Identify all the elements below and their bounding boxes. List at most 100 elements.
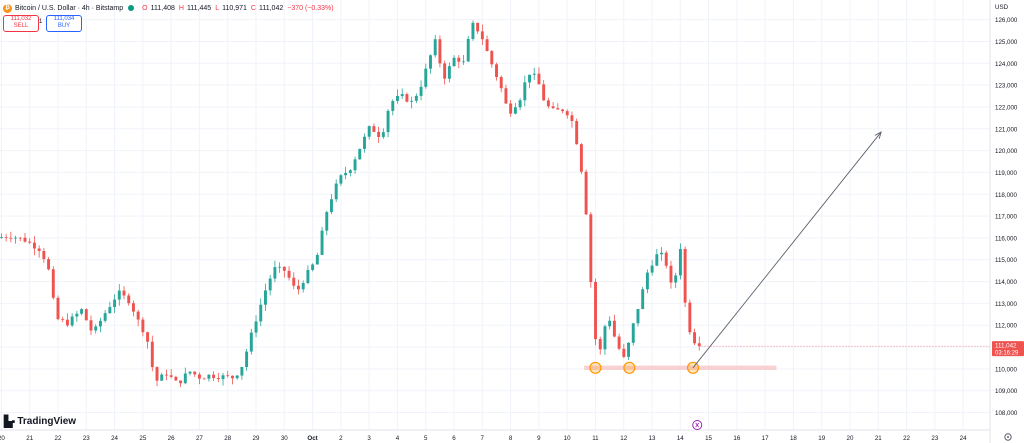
dividend-marker-icon[interactable] bbox=[692, 420, 703, 430]
projection-arrow-line bbox=[692, 131, 882, 369]
candle-body bbox=[532, 73, 536, 75]
x-tick-label: 24 bbox=[111, 435, 118, 442]
gear-icon bbox=[1004, 433, 1012, 441]
candle-body bbox=[282, 266, 286, 271]
candle-body bbox=[160, 374, 164, 381]
candle-body bbox=[669, 265, 673, 283]
candle-body bbox=[410, 100, 414, 102]
x-tick-label: 23 bbox=[931, 435, 938, 442]
candle-body bbox=[240, 367, 244, 376]
candle-body bbox=[330, 199, 333, 213]
candle-body bbox=[98, 320, 102, 327]
candle-body bbox=[631, 323, 635, 343]
x-tick-label: 2 bbox=[339, 435, 343, 442]
candle-body bbox=[80, 309, 84, 314]
y-tick-label: 124,000 bbox=[995, 61, 1018, 68]
candle-body bbox=[14, 237, 18, 239]
market-status-icon bbox=[128, 5, 135, 11]
x-tick-label: 9 bbox=[537, 435, 541, 442]
gear-icon-hub bbox=[1007, 436, 1009, 438]
y-tick-label: 120,000 bbox=[995, 148, 1018, 155]
candle-body bbox=[598, 339, 602, 350]
candle-body bbox=[18, 237, 22, 239]
candle-body bbox=[174, 376, 178, 381]
candle-body bbox=[207, 374, 211, 379]
candle-body bbox=[697, 343, 701, 347]
candle-body bbox=[103, 313, 107, 321]
candle-body bbox=[367, 126, 371, 137]
x-tick-label: 10 bbox=[564, 435, 571, 442]
x-tick-label: Oct bbox=[307, 435, 317, 442]
candle-body bbox=[509, 103, 513, 114]
x-tick-label: 22 bbox=[903, 435, 910, 442]
candle-body bbox=[301, 283, 305, 290]
y-tick-label: 125,000 bbox=[995, 39, 1018, 46]
candle-body bbox=[183, 373, 187, 384]
candle-body bbox=[433, 39, 437, 56]
x-tick-label: 26 bbox=[168, 435, 175, 442]
x-tick-label: 27 bbox=[196, 435, 203, 442]
candle-body bbox=[678, 248, 682, 276]
candle-body bbox=[513, 107, 517, 114]
candle-body bbox=[476, 22, 480, 32]
candle-body bbox=[429, 55, 432, 69]
candle-body bbox=[113, 299, 117, 308]
candle-body bbox=[136, 311, 140, 320]
candle-body bbox=[579, 144, 583, 172]
candle-body bbox=[457, 57, 461, 62]
candle-body bbox=[443, 63, 447, 79]
x-tick-label: 30 bbox=[281, 435, 288, 442]
x-tick-label: 22 bbox=[55, 435, 62, 442]
candle-body bbox=[117, 290, 121, 300]
candles bbox=[0, 20, 701, 387]
y-tick-label: 116,000 bbox=[995, 235, 1017, 242]
candle-body bbox=[589, 214, 593, 282]
sell-button[interactable]: 111,032 SELL bbox=[3, 15, 39, 32]
candle-body bbox=[84, 309, 88, 321]
candle-body bbox=[51, 269, 55, 298]
x-tick-label: 21 bbox=[26, 435, 33, 442]
gear-icon-ring bbox=[1004, 433, 1012, 441]
candle-body bbox=[447, 66, 451, 79]
ohlc-high: H 111,445 bbox=[178, 4, 212, 12]
y-tick-label: 117,000 bbox=[995, 214, 1017, 221]
y-tick-label: 118,000 bbox=[995, 192, 1017, 199]
candle-body bbox=[480, 31, 484, 40]
candle-body bbox=[23, 237, 27, 242]
candle-body bbox=[358, 148, 362, 160]
candle-body bbox=[292, 277, 296, 286]
candle-body bbox=[546, 100, 550, 107]
candle-body bbox=[570, 115, 574, 122]
x-tick-label: 25 bbox=[139, 435, 146, 442]
x-tick-label: 6 bbox=[452, 435, 456, 442]
x-tick-label: 17 bbox=[762, 435, 769, 442]
support-touch-marker bbox=[623, 361, 636, 374]
candle-body bbox=[169, 375, 173, 377]
candle-body bbox=[245, 351, 249, 368]
candle-body bbox=[693, 332, 697, 344]
tradingview-logo[interactable]: ▙▪ TradingView bbox=[4, 415, 76, 428]
x-tick-label: 23 bbox=[83, 435, 90, 442]
candle-body bbox=[264, 290, 267, 305]
x-tick-label: 5 bbox=[424, 435, 428, 442]
buy-button[interactable]: 111,034 BUY bbox=[46, 15, 82, 32]
candle-body bbox=[353, 159, 357, 171]
candle-body bbox=[344, 173, 348, 176]
candle-body bbox=[381, 132, 385, 137]
candle-body bbox=[400, 94, 404, 96]
y-tick-label: 114,000 bbox=[995, 279, 1017, 286]
candle-body bbox=[561, 109, 564, 112]
candle-body bbox=[622, 348, 626, 357]
candle-body bbox=[141, 319, 145, 333]
y-tick-label: 109,000 bbox=[995, 388, 1018, 395]
candle-body bbox=[377, 131, 381, 137]
candle-body bbox=[297, 285, 300, 290]
symbol-title[interactable]: Bitcoin / U.S. Dollar · 4h · Bitstamp bbox=[15, 4, 124, 12]
candle-body bbox=[466, 38, 470, 62]
candle-body bbox=[528, 74, 531, 83]
candle-body bbox=[655, 254, 659, 266]
candle-body bbox=[202, 378, 206, 380]
candle-body bbox=[42, 250, 46, 260]
buy-label: BUY bbox=[57, 23, 71, 29]
